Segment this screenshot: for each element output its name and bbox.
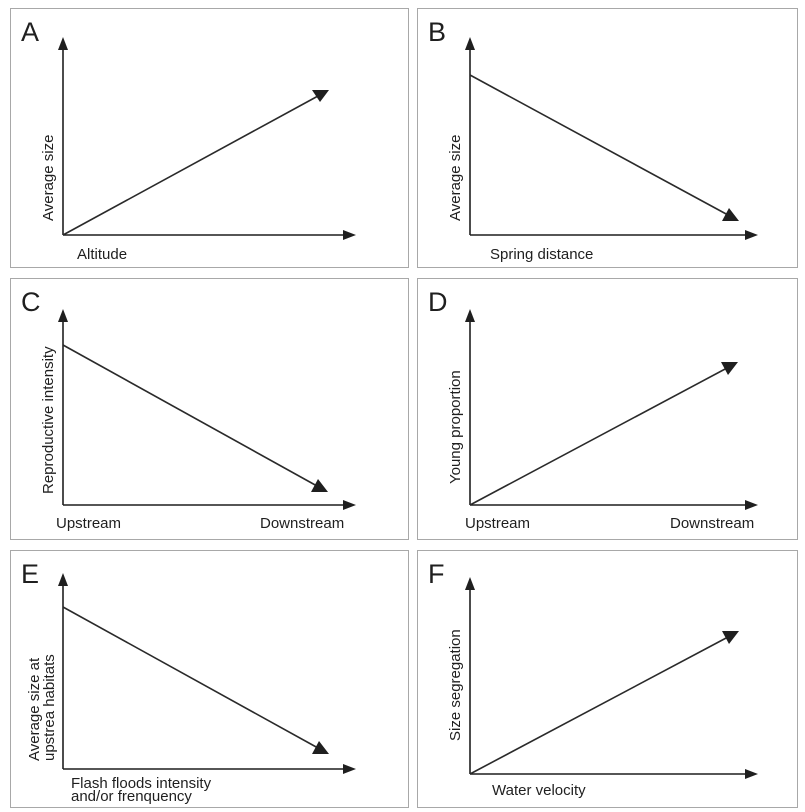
trend-line [62, 344, 318, 487]
panel-letter: B [428, 17, 447, 47]
y-axis-arrowhead [465, 309, 475, 322]
y-axis-label: Young proportion [447, 370, 464, 484]
panel-a-plot [58, 37, 356, 240]
panel-e-plot [58, 573, 356, 774]
x-axis-arrowhead [343, 230, 356, 240]
x-axis-arrowhead [343, 764, 356, 774]
panel-letter: E [21, 559, 40, 589]
panel-d: D Young proportion Upstream Downstream [417, 278, 798, 540]
panel-c-plot [58, 309, 356, 510]
x-axis-label: Water velocity [492, 782, 586, 799]
trend-arrowhead [312, 741, 329, 754]
x-axis-label: Spring distance [490, 246, 594, 263]
trend-line [62, 606, 319, 749]
x-axis-arrowhead [745, 769, 758, 779]
y-axis-arrowhead [58, 573, 68, 586]
panel-f-plot [465, 577, 758, 779]
trend-arrowhead [721, 362, 738, 375]
x-axis-label-downstream: Downstream [260, 515, 345, 532]
trend-arrowhead [722, 208, 739, 221]
panel-letter: A [21, 17, 40, 47]
y-axis-label-line1: Average size at [26, 657, 43, 761]
trend-line [469, 74, 729, 216]
y-axis-label: Reproductive intensity [40, 346, 57, 494]
panel-letter: D [428, 287, 448, 317]
panel-c: C Reproductive intensity Upstream Downst… [10, 278, 409, 540]
y-axis-label: Size segregation [447, 629, 464, 741]
panel-letter: C [21, 287, 41, 317]
y-axis-arrowhead [58, 37, 68, 50]
x-axis-label: Altitude [77, 246, 128, 263]
trend-arrowhead [311, 479, 328, 492]
trend-line [469, 367, 728, 506]
y-axis-label: Average size [447, 134, 464, 221]
trend-arrowhead [722, 631, 739, 644]
trend-arrowhead [312, 90, 329, 102]
y-axis-arrowhead [465, 577, 475, 590]
y-axis-label: Average size at upstrea habitats [26, 654, 58, 761]
panel-b-plot [465, 37, 758, 240]
panel-f: F Size segregation Water velocity [417, 550, 798, 808]
x-axis-arrowhead [745, 500, 758, 510]
x-axis-label-line1: Flash floods intensity [71, 775, 212, 792]
y-axis-arrowhead [58, 309, 68, 322]
y-axis-label-line2: upstrea habitats [41, 654, 58, 761]
x-axis-label-downstream: Downstream [670, 515, 755, 532]
y-axis-label: Average size [40, 134, 57, 221]
panel-d-plot [465, 309, 758, 510]
x-axis-label-upstream: Upstream [56, 515, 122, 532]
x-axis-label-line2: and/or frenquency [71, 788, 192, 805]
x-axis-label-upstream: Upstream [465, 515, 531, 532]
panel-a: A Average size Altitude [10, 8, 409, 268]
trend-line [469, 636, 729, 775]
panel-letter: F [428, 559, 445, 589]
x-axis-label: Flash floods intensity and/or frenquency [71, 775, 212, 805]
panel-e: E Average size at upstrea habitats Flash… [10, 550, 409, 808]
x-axis-arrowhead [343, 500, 356, 510]
trend-line [62, 95, 319, 236]
y-axis-arrowhead [465, 37, 475, 50]
panel-b: B Average size Spring distance [417, 8, 798, 268]
x-axis-arrowhead [745, 230, 758, 240]
